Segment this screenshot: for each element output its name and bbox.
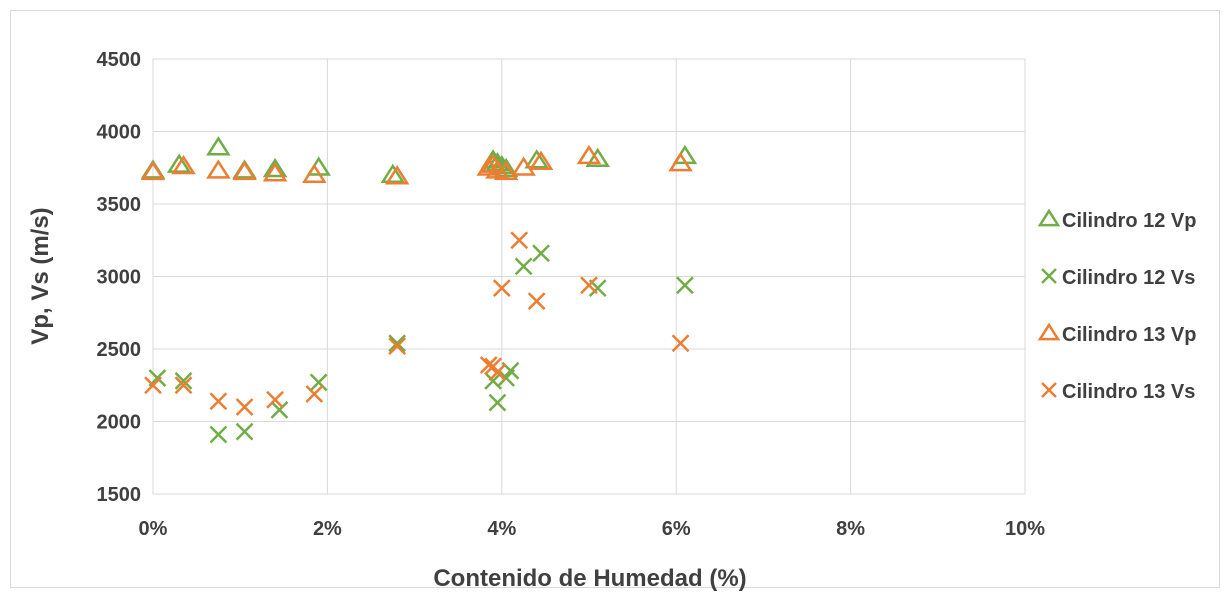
data-point-x [235, 398, 254, 416]
data-point-x [510, 231, 529, 250]
data-point-x [671, 334, 690, 353]
data-point-x [514, 257, 533, 276]
legend-marker-triangle [1037, 208, 1061, 227]
data-point-triangle [171, 154, 196, 175]
x-tick-label: 8% [836, 518, 865, 540]
x-tick-label: 2% [313, 518, 342, 540]
y-tick-label: 3500 [97, 194, 142, 216]
chart-frame [10, 10, 1220, 588]
legend-marker-triangle [1037, 322, 1061, 341]
data-point-triangle [166, 153, 192, 173]
legend-item: Cilindro 13 Vs [1041, 381, 1195, 403]
data-point-triangle [206, 136, 231, 156]
y-tick-label: 3000 [97, 267, 142, 289]
series-3 [144, 231, 690, 416]
x-tick-label: 6% [662, 518, 691, 540]
data-point-x [305, 385, 324, 403]
data-point-x [488, 393, 507, 412]
x-tick-label: 10% [1005, 518, 1045, 540]
data-point-triangle [232, 160, 257, 181]
legend-item: Cilindro 12 Vp [1037, 208, 1196, 232]
data-point-triangle [384, 165, 410, 185]
data-point-triangle [524, 149, 549, 169]
data-point-triangle [262, 157, 288, 178]
data-point-triangle [206, 159, 231, 179]
data-point-x [388, 337, 407, 355]
data-point-x [174, 372, 193, 390]
y-tick-label: 2500 [97, 339, 142, 361]
data-point-triangle [302, 163, 327, 183]
data-point-x [580, 276, 598, 295]
data-point-x [209, 425, 228, 444]
data-point-x [270, 401, 289, 419]
legend-label: Cilindro 13 Vs [1062, 381, 1195, 403]
data-point-triangle [668, 152, 693, 172]
x-axis-title: Contenido de Humedad (%) [433, 565, 746, 592]
data-point-x [527, 292, 546, 311]
data-point-x [676, 276, 694, 295]
legend-label: Cilindro 13 Vp [1062, 324, 1196, 346]
legend-marker-x [1041, 382, 1057, 398]
legend-item: Cilindro 13 Vp [1037, 322, 1196, 346]
data-point-triangle [262, 162, 288, 182]
legend-label: Cilindro 12 Vp [1062, 210, 1196, 232]
data-point-x [532, 244, 550, 263]
data-point-x [209, 392, 228, 411]
data-point-x [309, 373, 328, 392]
data-point-x [174, 376, 193, 395]
y-tick-label: 4500 [97, 49, 142, 71]
y-tick-label: 2000 [97, 412, 142, 434]
y-axis-title: Vp, Vs (m/s) [27, 207, 54, 344]
legend: Cilindro 12 Vp Cilindro 12 Vs Cilindro 13 … [1037, 208, 1196, 403]
data-point-x [266, 390, 284, 409]
series-2 [140, 144, 693, 185]
data-point-triangle [576, 144, 602, 165]
data-point-triangle [585, 147, 610, 168]
data-point-triangle [140, 160, 166, 181]
tick-labels: 1500 2000 2500 3000 3500 4000 4500 0% 2% 4% 6% 8% 10… [97, 49, 1046, 540]
x-tick-label: 4% [487, 518, 516, 540]
y-tick-label: 1500 [97, 484, 142, 506]
legend-item: Cilindro 12 Vs [1041, 267, 1195, 289]
x-tick-label: 0% [139, 518, 168, 540]
data-point-x [488, 363, 507, 382]
data-point-triangle [380, 163, 406, 183]
legend-marker-x [1041, 268, 1057, 284]
data-points [140, 136, 698, 444]
data-point-x [388, 334, 407, 353]
data-point-triangle [485, 152, 510, 172]
grid-lines [152, 58, 1026, 495]
data-point-triangle [511, 156, 536, 176]
data-point-triangle [493, 160, 519, 181]
y-tick-label: 4000 [97, 122, 142, 144]
data-point-triangle [528, 150, 554, 170]
data-point-x [235, 422, 254, 441]
series-1 [148, 244, 694, 444]
data-point-x [492, 279, 511, 297]
legend-label: Cilindro 12 Vs [1062, 267, 1195, 289]
data-point-x [144, 376, 162, 395]
